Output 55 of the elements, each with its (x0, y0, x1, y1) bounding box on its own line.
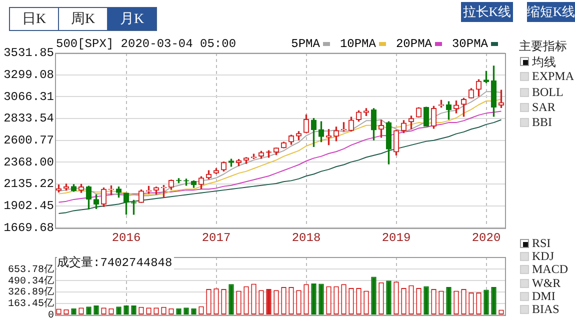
bar (124, 306, 129, 314)
text: 均线 (532, 54, 556, 71)
bar (266, 289, 272, 314)
bar (484, 290, 489, 314)
y-tick-label: 2600.77 (4, 133, 54, 148)
text: RSI (532, 236, 551, 251)
x-tick-label: 2018 (292, 230, 321, 245)
text: 日K (9, 7, 59, 31)
x-tick-label: 2016 (112, 230, 141, 245)
x-tick-label: 2019 (382, 230, 411, 245)
x-tick-label: 2020 (472, 230, 501, 245)
chart-title: 500[SPX] 2020-03-04 05:00 (56, 37, 236, 51)
text: BOLL (532, 84, 564, 100)
y-tick-label: 653.78亿 (8, 264, 54, 276)
y-tick-label: 490.34亿 (8, 275, 54, 288)
text: W&R (532, 276, 561, 291)
y-tick-label: 326.89亿 (8, 286, 54, 299)
bar (228, 284, 234, 314)
bar (131, 306, 136, 314)
bar (491, 286, 496, 314)
bar (424, 286, 429, 314)
y-tick-label: 2135.22 (4, 177, 54, 192)
bar (446, 286, 452, 314)
text: EXPMA (532, 69, 574, 84)
y-tick-label: 1902.45 (4, 198, 54, 213)
text: 缩短K线 (526, 2, 575, 22)
text: 拉长K线 (461, 2, 513, 22)
y-tick-label: 2368.00 (4, 155, 54, 170)
y-tick-label: 3531.85 (4, 46, 54, 60)
text: BIAS (532, 302, 560, 317)
text: BBI (532, 115, 552, 130)
bar (311, 283, 316, 314)
y-tick-label: 1669.68 (4, 220, 54, 235)
text: DMI (532, 288, 556, 304)
bar (371, 276, 376, 314)
x-tick-label: 2017 (202, 230, 231, 245)
text: MACD (532, 262, 568, 278)
text: 周K (58, 7, 108, 31)
legend-label: 10PMA (340, 37, 376, 51)
legend-label: 5PMA (291, 37, 320, 51)
text: KDJ (532, 249, 554, 264)
text: SAR (532, 100, 556, 115)
y-tick-label: 3299.08 (4, 68, 54, 82)
y-tick-label: 3066.31 (4, 90, 54, 104)
text: 主要指标 (519, 38, 567, 55)
y-tick-label: 2833.54 (4, 112, 54, 126)
bar (94, 306, 99, 314)
legend-label: 20PMA (396, 37, 432, 51)
y-tick-label: 0 (48, 310, 54, 322)
bar (386, 280, 392, 314)
annotation: 成交量:7402744848 (57, 254, 174, 271)
text: 月K (107, 7, 157, 31)
y-tick-label: 163.45亿 (8, 298, 54, 310)
legend-label: 30PMA (452, 37, 488, 51)
bar (318, 284, 324, 314)
